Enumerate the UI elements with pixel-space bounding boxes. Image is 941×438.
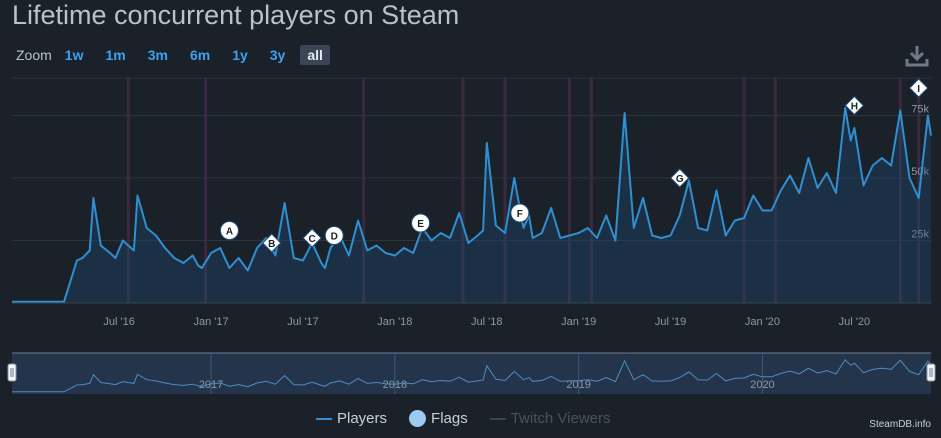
navigator-tick-label: 2019 <box>566 379 590 391</box>
zoom-bar: Zoom 1w 1m 3m 6m 1y 3y all <box>16 44 338 66</box>
flag-D[interactable]: D <box>324 226 344 245</box>
navigator-handle-right[interactable] <box>926 363 936 382</box>
flag-marker <box>219 221 239 240</box>
page-title: Lifetime concurrent players on Steam <box>12 0 460 30</box>
event-band-7 <box>742 78 746 303</box>
x-tick-label: Jul '19 <box>655 316 686 328</box>
legend-players-label: Players <box>337 410 388 427</box>
y-tick-label: 50k <box>911 166 929 178</box>
flag-E[interactable]: E <box>411 213 431 233</box>
flag-I[interactable]: I <box>908 78 929 98</box>
event-band-3 <box>461 78 465 303</box>
flag-C[interactable]: C <box>302 228 322 248</box>
event-band-5 <box>567 78 571 303</box>
legend-players-swatch <box>316 417 332 420</box>
legend-twitch-label: Twitch Viewers <box>510 410 611 427</box>
x-tick-label: Jan '17 <box>193 316 228 328</box>
flag-marker <box>670 168 690 188</box>
players-line <box>12 107 932 303</box>
zoom-all-button[interactable]: all <box>300 45 330 65</box>
zoom-6m-button[interactable]: 6m <box>189 47 211 63</box>
navigator-handle-left[interactable] <box>7 363 17 382</box>
event-band-8 <box>773 78 777 303</box>
zoom-1y-button[interactable]: 1y <box>232 47 248 63</box>
navigator-tick-label: 2018 <box>383 379 407 391</box>
flag-marker <box>324 226 344 245</box>
legend-twitch[interactable]: Twitch Viewers <box>489 410 611 427</box>
players-area <box>12 108 931 303</box>
zoom-3y-button[interactable]: 3y <box>269 47 286 63</box>
event-band-2 <box>362 78 366 303</box>
flag-H[interactable]: H <box>844 95 865 116</box>
flag-marker <box>262 233 282 253</box>
legend-twitch-swatch <box>489 417 506 420</box>
flag-marker <box>844 95 865 116</box>
flag-label: B <box>268 239 275 250</box>
flag-label: G <box>676 174 684 185</box>
zoom-label: Zoom <box>16 47 52 63</box>
x-tick-label: Jul '18 <box>471 316 502 328</box>
flag-marker <box>908 78 929 98</box>
x-tick-label: Jul '20 <box>839 316 870 328</box>
flag-F[interactable]: F <box>510 203 530 223</box>
x-tick-label: Jan '18 <box>377 316 412 328</box>
flag-label: A <box>226 227 233 238</box>
event-band-1 <box>204 78 208 303</box>
download-icon[interactable] <box>904 44 930 68</box>
flag-G[interactable]: G <box>670 168 690 188</box>
navigator-tick-label: 2020 <box>750 379 774 391</box>
zoom-3m-button[interactable]: 3m <box>147 47 168 63</box>
navigator-tick-label: 2017 <box>199 379 223 391</box>
flag-marker <box>510 203 530 223</box>
navigator-mask <box>12 353 931 394</box>
y-tick-label: 25k <box>911 229 929 241</box>
legend-flags-label: Flags <box>431 410 468 427</box>
flag-marker <box>302 228 322 248</box>
flag-label: C <box>309 234 316 245</box>
flag-label: E <box>417 219 424 230</box>
credit: SteamDB.info <box>869 419 931 430</box>
flag-label: D <box>331 232 338 243</box>
flag-B[interactable]: B <box>262 233 282 253</box>
event-band-4 <box>503 78 507 303</box>
legend-players[interactable]: Players <box>316 410 387 427</box>
event-band-9 <box>898 78 902 303</box>
x-tick-label: Jul '16 <box>103 316 134 328</box>
flag-label: H <box>851 102 858 113</box>
flag-label: F <box>517 209 523 220</box>
legend: Players Flags Twitch Viewers <box>316 410 632 427</box>
y-tick-label: 75k <box>911 104 929 116</box>
zoom-1w-button[interactable]: 1w <box>64 47 84 63</box>
navigator-series <box>12 359 932 393</box>
flag-A[interactable]: A <box>219 221 239 240</box>
event-band-0 <box>126 78 130 303</box>
event-band-6 <box>590 78 594 303</box>
flag-label: I <box>917 84 920 95</box>
x-tick-label: Jan '20 <box>745 316 780 328</box>
x-tick-label: Jul '17 <box>287 316 318 328</box>
legend-flags-swatch <box>409 410 427 427</box>
legend-flags[interactable]: Flags <box>409 410 468 427</box>
flag-marker <box>411 213 431 233</box>
x-tick-label: Jan '19 <box>561 316 596 328</box>
zoom-1m-button[interactable]: 1m <box>105 47 126 63</box>
